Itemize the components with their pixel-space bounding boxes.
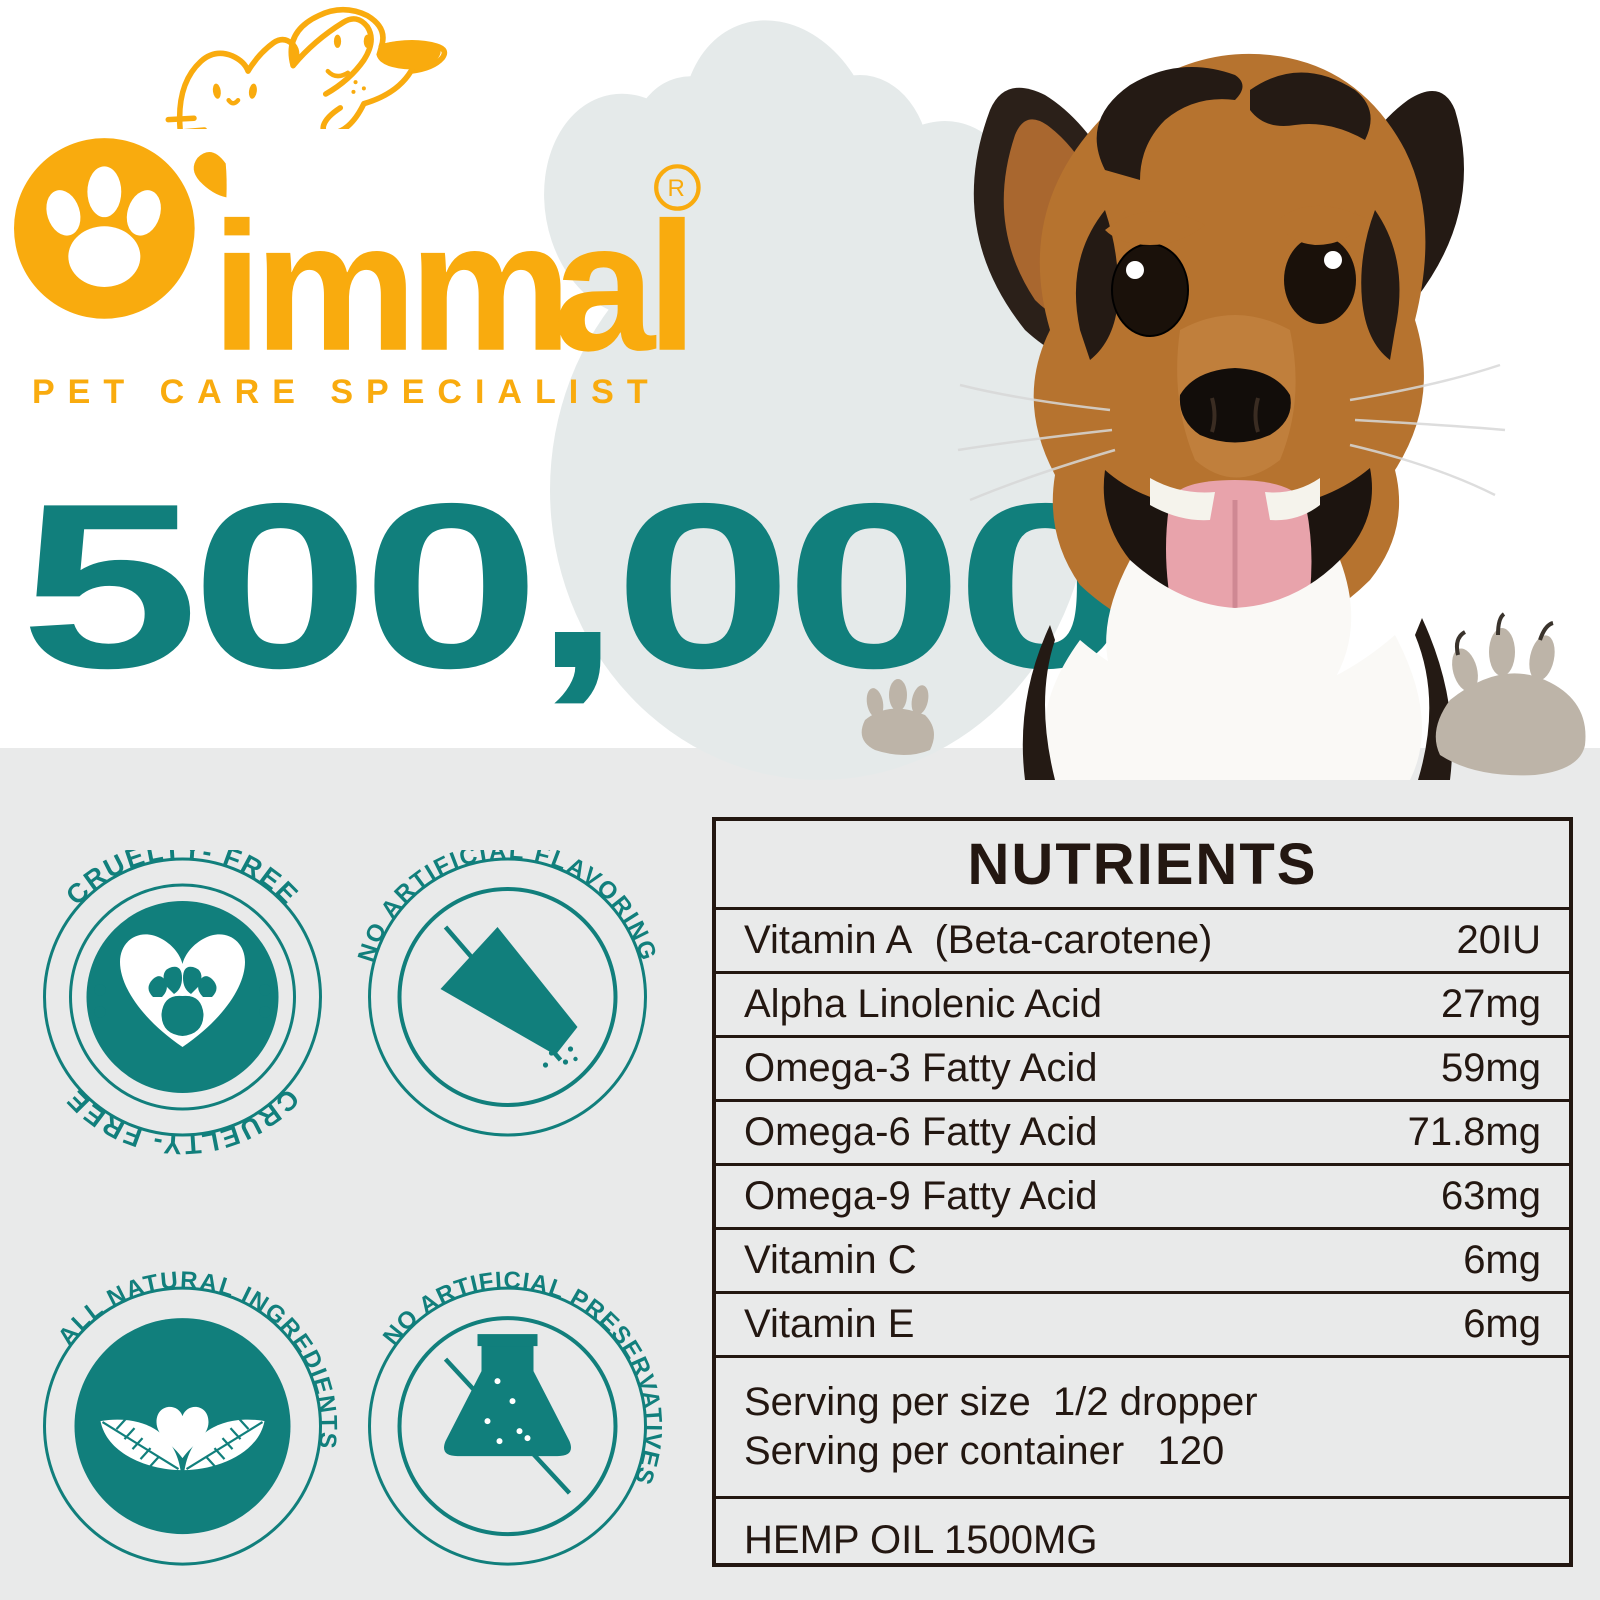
svg-text:imm: imm [212, 184, 564, 364]
svg-text:R: R [667, 175, 684, 202]
svg-text:al: al [553, 184, 689, 364]
svg-text:CRUELTY- FREE: CRUELTY- FREE [60, 1083, 305, 1160]
